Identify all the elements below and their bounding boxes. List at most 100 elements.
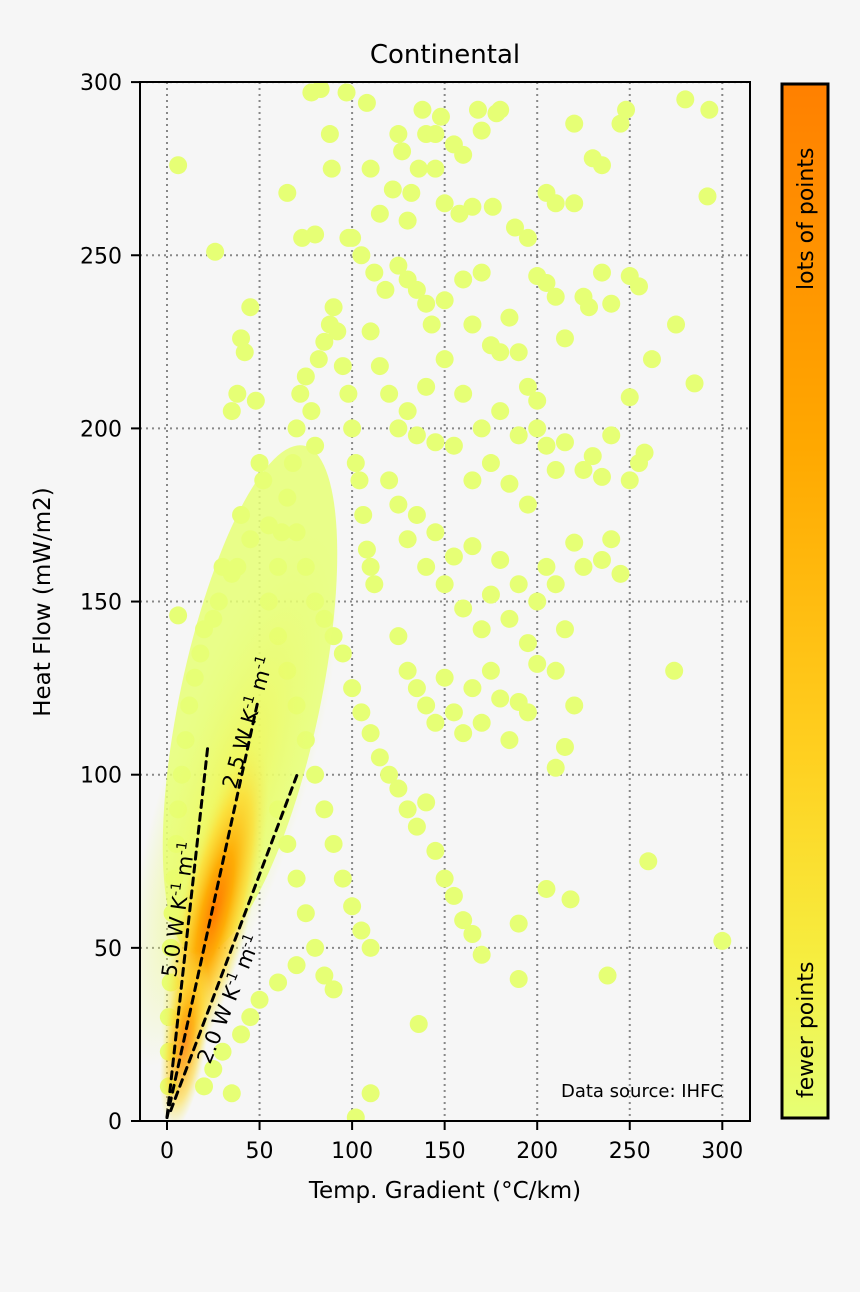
data-point (324, 298, 343, 317)
data-point (435, 194, 454, 213)
data-point (546, 758, 565, 777)
data-point (518, 703, 537, 722)
data-point (676, 90, 695, 109)
data-point (361, 1084, 380, 1103)
colorbar: lots of points fewer points (780, 82, 830, 1120)
data-point (565, 696, 584, 715)
data-point (296, 367, 315, 386)
data-point (228, 384, 247, 403)
data-point (665, 661, 684, 680)
data-point (361, 159, 380, 178)
data-point (278, 183, 297, 202)
data-point (509, 575, 528, 594)
colorbar-gradient (780, 82, 830, 1120)
data-point (472, 713, 491, 732)
y-tick-label: 200 (80, 417, 122, 442)
reference-lines (165, 700, 300, 1120)
data-point (426, 159, 445, 178)
data-point (481, 585, 500, 604)
data-point (546, 194, 565, 213)
data-point (352, 246, 371, 265)
data-point (528, 654, 547, 673)
data-point (315, 332, 334, 351)
y-axis: 0 50 100 150 200 250 300 (80, 71, 140, 1135)
data-point (324, 834, 343, 853)
y-tick-label: 100 (80, 764, 122, 789)
data-point (509, 343, 528, 362)
y-tick-label: 150 (80, 591, 122, 616)
data-point (346, 1108, 365, 1121)
data-point (407, 505, 426, 524)
data-point (592, 550, 611, 569)
data-point (380, 765, 399, 784)
data-point (337, 83, 356, 102)
data-point (481, 661, 500, 680)
data-point (352, 703, 371, 722)
data-point (357, 93, 376, 112)
data-point (528, 419, 547, 438)
data-point (537, 557, 556, 576)
data-point (454, 911, 473, 930)
data-point (435, 291, 454, 310)
data-point (333, 357, 352, 376)
x-tick-label: 50 (246, 1139, 274, 1164)
data-point (222, 1084, 241, 1103)
data-point (370, 204, 389, 223)
data-point (635, 443, 654, 462)
data-point (398, 402, 417, 421)
data-point (505, 218, 524, 237)
y-tick-label: 250 (80, 244, 122, 269)
reference-line (165, 745, 210, 1120)
data-point (311, 82, 330, 99)
data-point (537, 273, 556, 292)
data-point (565, 114, 584, 133)
data-point (206, 242, 225, 261)
x-tick-label: 300 (701, 1139, 743, 1164)
data-point (518, 228, 537, 247)
data-point (417, 793, 436, 812)
data-point (463, 924, 482, 943)
data-point (509, 970, 528, 989)
data-point (393, 142, 412, 161)
data-point (435, 575, 454, 594)
x-axis: 0 50 100 150 200 250 300 (160, 1121, 743, 1164)
data-point (565, 533, 584, 552)
data-point (537, 436, 556, 455)
data-point (361, 724, 380, 743)
data-point (555, 433, 574, 452)
data-point (472, 121, 491, 140)
data-point (444, 436, 463, 455)
data-point (598, 966, 617, 985)
data-point (426, 713, 445, 732)
data-point (389, 495, 408, 514)
data-point (346, 454, 365, 473)
data-point (324, 980, 343, 999)
data-point (454, 384, 473, 403)
data-point (322, 159, 341, 178)
data-point (468, 100, 487, 119)
data-point (546, 575, 565, 594)
data-point (611, 114, 630, 133)
y-tick-label: 50 (94, 937, 122, 962)
data-point (235, 343, 254, 362)
data-point (343, 419, 362, 438)
data-point (617, 100, 636, 119)
data-point (555, 620, 574, 639)
data-point (472, 945, 491, 964)
colorbar-top-label: lots of points (794, 148, 819, 290)
data-point (232, 1025, 251, 1044)
data-point (574, 460, 593, 479)
data-point (354, 505, 373, 524)
data-point (413, 100, 432, 119)
data-point (481, 454, 500, 473)
data-point (463, 315, 482, 334)
data-point (315, 966, 334, 985)
data-point (454, 724, 473, 743)
data-point (389, 627, 408, 646)
data-point (620, 388, 639, 407)
data-point (287, 869, 306, 888)
data-point (472, 620, 491, 639)
data-point (444, 886, 463, 905)
data-point (250, 990, 269, 1009)
